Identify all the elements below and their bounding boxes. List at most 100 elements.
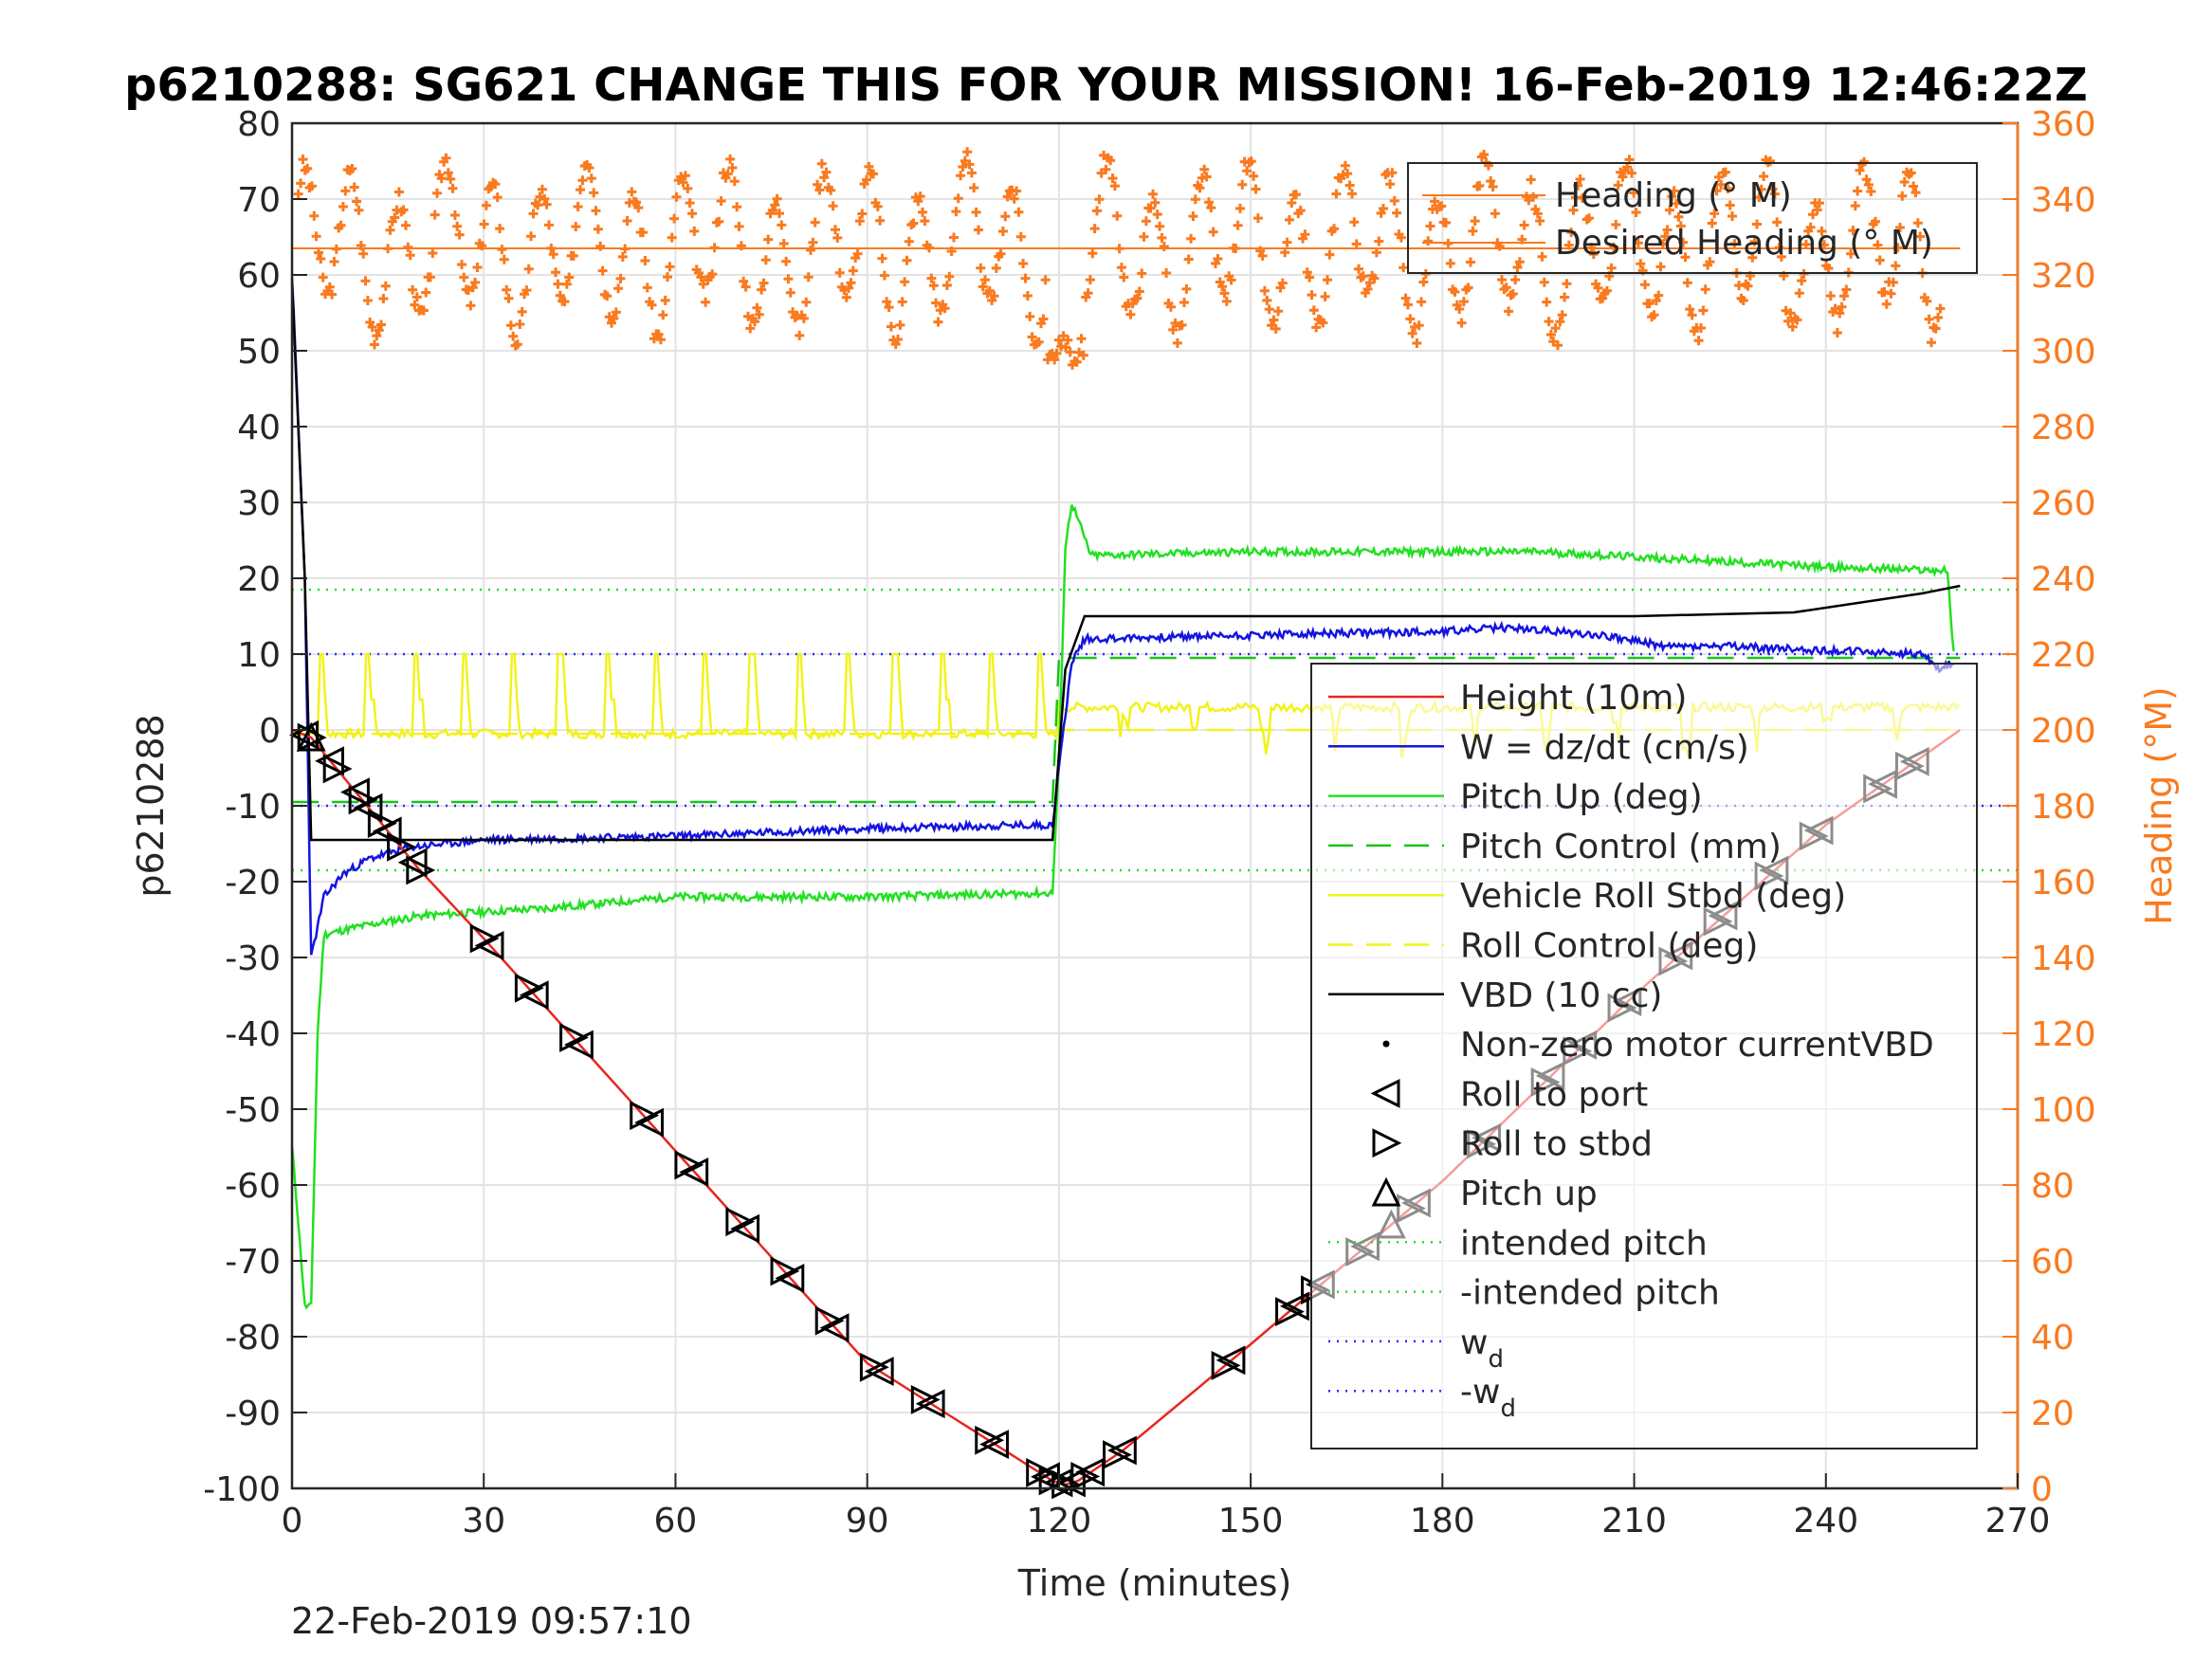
y-tick-label: 80 xyxy=(237,105,281,144)
heading-markers xyxy=(293,147,1946,370)
x-tick-label: 120 xyxy=(1027,1502,1092,1540)
y2-tick-label: 160 xyxy=(2031,864,2096,902)
y-tick-label: -80 xyxy=(225,1319,281,1358)
roll-to-port-marker xyxy=(730,1213,760,1244)
generated-timestamp: 22-Feb-2019 09:57:10 xyxy=(291,1600,692,1642)
x-tick-label: 30 xyxy=(462,1502,505,1540)
y2-tick-label: 340 xyxy=(2031,181,2096,220)
y-tick-label: -10 xyxy=(225,788,281,827)
legend-label: Roll to stbd xyxy=(1460,1125,1653,1164)
legend-subscript: d xyxy=(1488,1345,1504,1374)
pitch-control-line xyxy=(292,656,1961,804)
y-tick-label: 50 xyxy=(237,333,281,372)
y-tick-label: 20 xyxy=(237,560,281,599)
y-tick-label: 30 xyxy=(237,484,281,523)
x-axis-label: Time (minutes) xyxy=(1017,1562,1292,1604)
x-tick-label: 240 xyxy=(1793,1502,1858,1540)
y2-tick-label: 0 xyxy=(2031,1470,2053,1509)
roll-to-port-marker xyxy=(775,1263,805,1293)
y2-tick-label: 80 xyxy=(2031,1167,2075,1206)
x-tick-label: 90 xyxy=(846,1502,889,1540)
y-tick-label: -20 xyxy=(225,864,281,902)
roll-to-port-marker xyxy=(679,1157,709,1187)
roll-to-stbd-marker xyxy=(1051,1469,1081,1500)
heading-series xyxy=(292,147,1961,370)
roll-to-stbd-marker xyxy=(514,973,544,1003)
legend-label: Height (10m) xyxy=(1460,679,1687,718)
y-tick-label: -100 xyxy=(203,1470,281,1509)
pitch-up-marker xyxy=(296,721,326,752)
y2-tick-label: 260 xyxy=(2031,484,2096,523)
legend-label: Roll to port xyxy=(1460,1075,1648,1114)
pitch-up-line xyxy=(290,504,1955,1310)
y2-axis-label: Heading (°M) xyxy=(2138,686,2180,925)
y-tick-label: 40 xyxy=(237,409,281,447)
roll-to-port-marker xyxy=(1279,1291,1309,1322)
legend-label: Pitch up xyxy=(1460,1175,1598,1213)
roll-to-stbd-marker xyxy=(674,1150,704,1180)
x-tick-label: 60 xyxy=(654,1502,698,1540)
y2-tick-label: 200 xyxy=(2031,712,2096,751)
chart-title: p6210288: SG621 CHANGE THIS FOR YOUR MIS… xyxy=(124,59,2088,112)
y-tick-label: -70 xyxy=(225,1243,281,1282)
roll-to-port-marker xyxy=(634,1107,664,1138)
y2-tick-label: 300 xyxy=(2031,333,2096,372)
roll-to-stbd-marker xyxy=(367,809,397,839)
y-tick-label: -90 xyxy=(225,1395,281,1433)
series-legend-box xyxy=(1310,663,1978,1449)
legend-subscript: d xyxy=(1500,1395,1516,1423)
y2-tick-label: 20 xyxy=(2031,1395,2075,1433)
vbd-line xyxy=(290,282,1961,842)
heading-legend-box xyxy=(1407,162,1978,274)
y2-tick-label: 220 xyxy=(2031,636,2096,675)
legend-label: Roll Control (deg) xyxy=(1460,927,1758,966)
roll-to-stbd-marker xyxy=(859,1352,889,1382)
legend-label: VBD (10 cc) xyxy=(1460,976,1662,1015)
x-tick-label: 210 xyxy=(1601,1502,1667,1540)
roll-to-stbd-marker xyxy=(322,754,353,784)
legend-label: W = dz/dt (cm/s) xyxy=(1460,728,1749,767)
roll-to-stbd-marker xyxy=(406,855,436,885)
y-tick-label: -50 xyxy=(225,1091,281,1130)
y-tick-label: -40 xyxy=(225,1015,281,1054)
roll-to-port-marker xyxy=(474,931,504,960)
legend-label: Pitch Up (deg) xyxy=(1460,778,1703,817)
x-tick-label: 0 xyxy=(282,1502,303,1540)
y-tick-label: 60 xyxy=(237,257,281,296)
y2-tick-label: 40 xyxy=(2031,1319,2075,1358)
y2-tick-label: 140 xyxy=(2031,939,2096,978)
y-axis-label: p6210288 xyxy=(130,714,172,897)
y2-tick-label: 360 xyxy=(2031,105,2096,144)
roll-to-stbd-marker xyxy=(348,785,378,815)
roll-to-stbd-marker xyxy=(975,1425,1005,1455)
y2-tick-label: 120 xyxy=(2031,1015,2096,1054)
legend-label: intended pitch xyxy=(1460,1224,1708,1263)
heading-legend-label: Desired Heading (° M) xyxy=(1555,224,1933,263)
legend-swatch xyxy=(1372,1128,1402,1158)
legend-swatch xyxy=(1371,1176,1401,1207)
roll-to-stbd-marker xyxy=(1211,1350,1241,1380)
y2-tick-label: 60 xyxy=(2031,1243,2075,1282)
y-tick-label: 10 xyxy=(237,636,281,675)
roll-to-port-marker xyxy=(819,1313,850,1343)
roll-to-stbd-marker xyxy=(814,1305,845,1336)
legend-label: Non-zero motor currentVBD xyxy=(1460,1026,1934,1065)
roll-to-stbd-marker xyxy=(297,722,327,753)
legend-label: Pitch Control (mm) xyxy=(1460,828,1782,866)
y2-tick-label: 180 xyxy=(2031,788,2096,827)
legend-label: -intended pitch xyxy=(1460,1274,1720,1313)
roll-to-stbd-marker xyxy=(1070,1462,1101,1491)
roll-to-stbd-marker xyxy=(1103,1440,1132,1469)
legend-swatch xyxy=(1382,1040,1390,1048)
legend-swatch xyxy=(1370,1078,1400,1108)
roll-to-port-marker xyxy=(315,746,344,776)
y2-tick-label: 100 xyxy=(2031,1091,2096,1130)
y-tick-label: -30 xyxy=(225,939,281,978)
roll-to-port-marker xyxy=(1216,1345,1246,1376)
roll-to-stbd-marker xyxy=(630,1101,660,1131)
heading-legend-label: Heading (° M) xyxy=(1555,176,1792,215)
x-tick-label: 150 xyxy=(1218,1502,1284,1540)
y2-tick-label: 240 xyxy=(2031,560,2096,599)
y2-tick-label: 320 xyxy=(2031,257,2096,296)
